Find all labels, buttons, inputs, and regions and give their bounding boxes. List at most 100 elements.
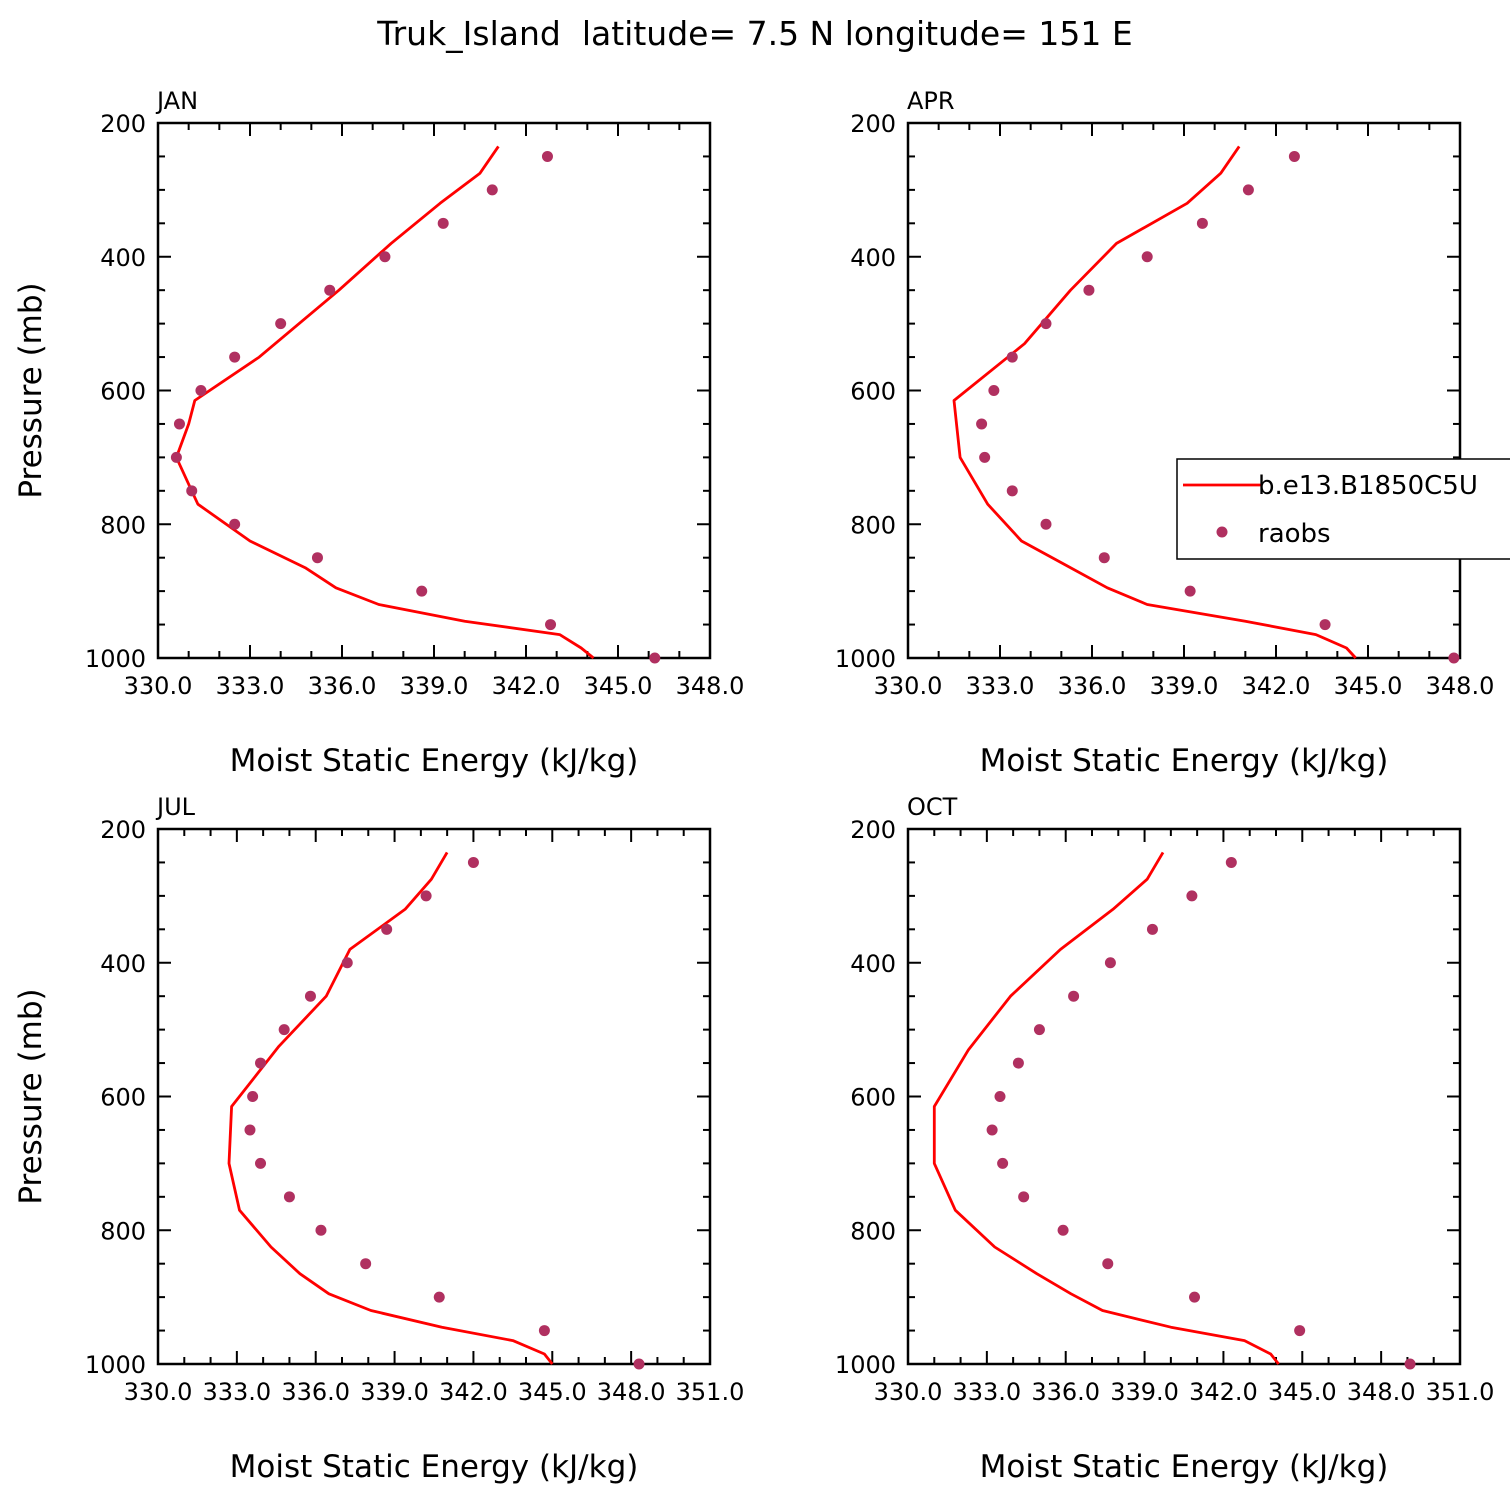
raobs-point — [416, 585, 428, 597]
raobs-point — [1225, 856, 1237, 868]
raobs-point — [997, 1157, 1009, 1169]
x-tick-label: 342.0 — [439, 1378, 508, 1406]
x-tick-label: 345.0 — [1334, 672, 1403, 700]
raobs-point — [1018, 1191, 1030, 1203]
raobs-point — [1404, 1358, 1416, 1370]
x-tick-label: 333.0 — [966, 672, 1035, 700]
raobs-point — [381, 923, 393, 935]
raobs-point — [283, 1191, 295, 1203]
x-axis-title: Moist Static Energy (kJ/kg) — [230, 743, 639, 779]
raobs-point — [360, 1258, 372, 1270]
x-tick-label: 348.0 — [676, 672, 745, 700]
raobs-point — [186, 485, 198, 497]
raobs-point — [1012, 1057, 1024, 1069]
raobs-point — [467, 856, 479, 868]
x-tick-label: 345.0 — [518, 1378, 587, 1406]
raobs-point — [1040, 318, 1052, 330]
y-tick-label: 200 — [850, 816, 896, 844]
raobs-point — [1448, 652, 1460, 664]
legend-box — [1176, 458, 1510, 560]
y-tick-label: 1000 — [835, 645, 896, 673]
x-tick-label: 348.0 — [1426, 672, 1495, 700]
y-tick-label: 1000 — [85, 1351, 146, 1379]
raobs-point — [1189, 1291, 1201, 1303]
raobs-point — [437, 217, 449, 229]
raobs-point — [420, 890, 432, 902]
x-tick-label: 336.0 — [1058, 672, 1127, 700]
legend-dot-swatch — [1216, 526, 1228, 538]
raobs-point — [538, 1325, 550, 1337]
legend-obs-label: raobs — [1258, 519, 1331, 549]
y-tick-label: 400 — [850, 950, 896, 978]
raobs-point — [1141, 251, 1153, 263]
y-tick-label: 400 — [100, 244, 146, 272]
raobs-point — [1040, 518, 1052, 530]
panel-label: OCT — [907, 793, 958, 821]
raobs-point — [315, 1224, 327, 1236]
x-tick-label: 336.0 — [308, 672, 377, 700]
raobs-point — [173, 418, 185, 430]
raobs-point — [304, 990, 316, 1002]
x-tick-label: 351.0 — [676, 1378, 745, 1406]
y-tick-label: 200 — [100, 110, 146, 138]
x-tick-label: 330.0 — [124, 1378, 193, 1406]
raobs-point — [976, 418, 988, 430]
y-axis-title: Pressure (mb) — [13, 282, 49, 498]
raobs-point — [311, 552, 323, 564]
raobs-point — [1033, 1024, 1045, 1036]
model-line — [932, 851, 1280, 1365]
raobs-point — [1057, 1224, 1069, 1236]
x-tick-label: 348.0 — [597, 1378, 666, 1406]
raobs-point — [1186, 890, 1198, 902]
raobs-point — [1098, 552, 1110, 564]
raobs-point — [994, 1091, 1006, 1102]
raobs-point — [324, 284, 336, 296]
x-tick-label: 333.0 — [202, 1378, 271, 1406]
raobs-point — [433, 1291, 445, 1303]
x-tick-label: 330.0 — [874, 1378, 943, 1406]
y-tick-label: 200 — [100, 816, 146, 844]
raobs-point — [247, 1091, 259, 1102]
panel-label: JAN — [155, 87, 198, 115]
raobs-point — [545, 619, 557, 631]
raobs-point — [486, 184, 498, 196]
y-tick-label: 1000 — [85, 645, 146, 673]
y-axis-title: Pressure (mb) — [13, 988, 49, 1204]
raobs-point — [1006, 485, 1018, 497]
raobs-point — [255, 1057, 267, 1069]
raobs-point — [1068, 990, 1080, 1002]
raobs-point — [255, 1157, 267, 1169]
raobs-point — [229, 351, 241, 363]
raobs-point — [170, 451, 182, 463]
y-tick-label: 600 — [100, 1084, 146, 1112]
y-tick-label: 800 — [850, 511, 896, 539]
raobs-point — [278, 1024, 290, 1036]
y-tick-label: 200 — [850, 110, 896, 138]
x-tick-label: 330.0 — [874, 672, 943, 700]
x-tick-label: 333.0 — [952, 1378, 1021, 1406]
model-line — [175, 145, 595, 660]
legend-model-label: b.e13.B1850C5U — [1258, 471, 1478, 501]
raobs-point — [379, 251, 391, 263]
x-tick-label: 333.0 — [216, 672, 285, 700]
raobs-point — [1184, 585, 1196, 597]
figure-title: Truk_Island latitude= 7.5 N longitude= 1… — [376, 14, 1132, 53]
x-tick-label: 342.0 — [492, 672, 561, 700]
y-tick-label: 400 — [850, 244, 896, 272]
x-tick-label: 342.0 — [1189, 1378, 1258, 1406]
legend: b.e13.B1850C5U raobs — [1176, 458, 1510, 560]
x-axis-title: Moist Static Energy (kJ/kg) — [980, 743, 1389, 779]
x-tick-label: 336.0 — [281, 1378, 350, 1406]
raobs-point — [1319, 619, 1331, 631]
y-tick-label: 800 — [850, 1217, 896, 1245]
x-axis-title: Moist Static Energy (kJ/kg) — [980, 1449, 1389, 1485]
plot-frame — [906, 827, 1462, 1366]
y-tick-label: 600 — [850, 1084, 896, 1112]
x-tick-label: 339.0 — [400, 672, 469, 700]
